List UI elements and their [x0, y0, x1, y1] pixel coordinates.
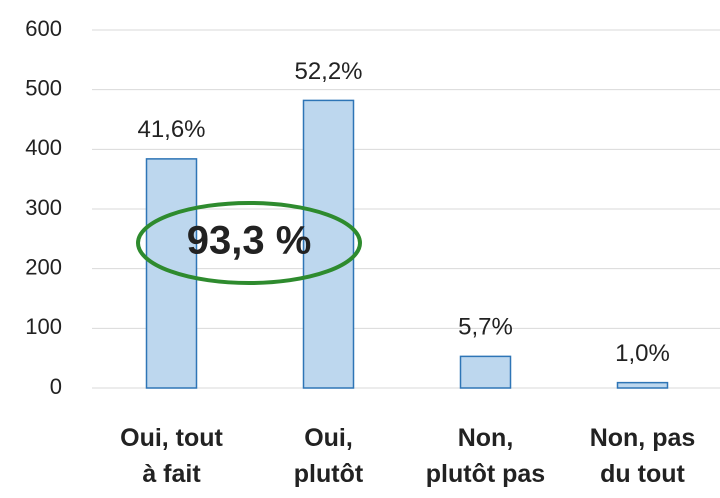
x-tick-label: Non, plutôt pas — [425, 424, 546, 488]
bar — [302, 99, 355, 389]
y-tick-label: 200 — [25, 254, 62, 279]
y-tick-label: 0 — [50, 374, 62, 399]
value-label: 1,0% — [615, 340, 670, 367]
annotation: 93,3 % — [187, 219, 312, 263]
x-tick-label: Oui, tout à fait — [120, 424, 223, 488]
bar — [459, 355, 512, 389]
y-tick-label: 600 — [25, 16, 62, 41]
bar — [616, 381, 669, 389]
value-label: 52,2% — [294, 58, 362, 85]
value-label: 41,6% — [137, 116, 205, 143]
y-tick-label: 500 — [25, 75, 62, 100]
annotation-ellipse — [136, 201, 362, 285]
x-tick-label: Non, pas du tout — [589, 424, 696, 488]
y-tick-label: 100 — [25, 314, 62, 339]
y-tick-label: 400 — [25, 135, 62, 160]
x-tick-label: Oui, plutôt — [293, 424, 364, 488]
y-tick-label: 300 — [25, 195, 62, 220]
value-label: 5,7% — [458, 314, 513, 341]
